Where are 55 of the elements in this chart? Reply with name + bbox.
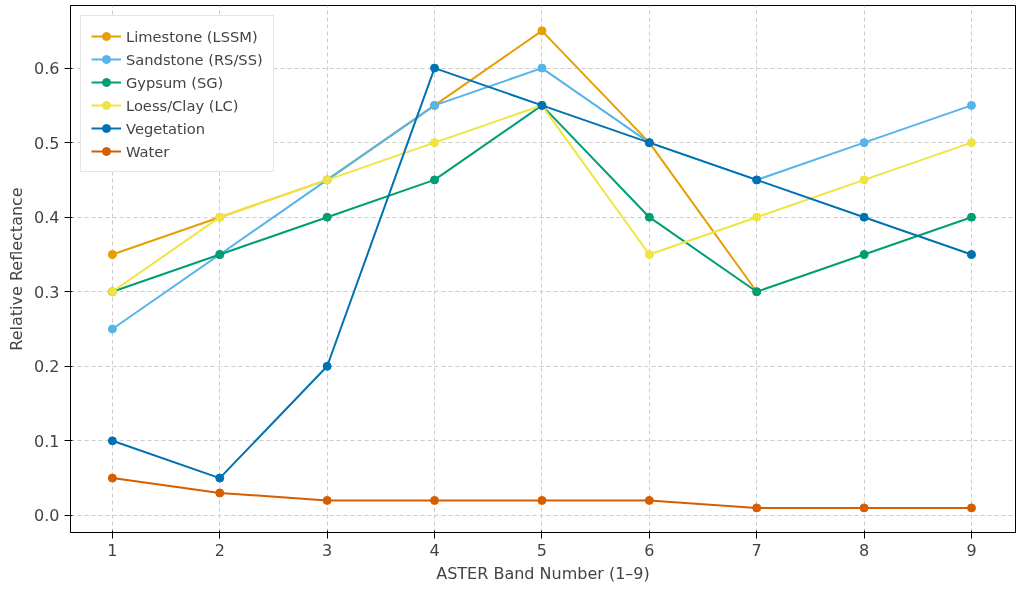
point xyxy=(107,324,117,334)
point xyxy=(966,249,976,259)
point xyxy=(966,100,976,110)
point xyxy=(322,495,332,505)
point xyxy=(859,138,869,148)
y-tick-label: 0.3 xyxy=(34,282,60,302)
x-tick-label: 7 xyxy=(751,540,762,560)
point xyxy=(215,473,225,483)
point xyxy=(322,212,332,222)
point xyxy=(430,495,440,505)
point xyxy=(107,473,117,483)
x-tick-label: 9 xyxy=(966,540,977,560)
point xyxy=(644,495,654,505)
y-tick-label: 0.4 xyxy=(34,208,60,228)
legend-label: Loess/Clay (LC) xyxy=(126,96,239,114)
x-tick-label: 4 xyxy=(429,540,440,560)
point xyxy=(537,495,547,505)
point xyxy=(966,138,976,148)
point xyxy=(430,63,440,73)
point xyxy=(966,212,976,222)
legend-label: Limestone (LSSM) xyxy=(126,27,258,45)
x-tick-label: 2 xyxy=(214,540,225,560)
legend-label: Vegetation xyxy=(126,119,206,137)
point xyxy=(859,249,869,259)
x-tick-label: 8 xyxy=(859,540,870,560)
x-tick-label: 5 xyxy=(536,540,548,560)
y-tick-label: 0.1 xyxy=(34,431,60,451)
legend-label: Water xyxy=(126,142,170,160)
point xyxy=(752,212,762,222)
point xyxy=(966,503,976,513)
point xyxy=(322,361,332,371)
point xyxy=(859,503,869,513)
point xyxy=(107,249,117,259)
point xyxy=(644,212,654,222)
y-axis-title: Relative Reflectance xyxy=(7,187,27,351)
y-tick-label: 0.0 xyxy=(34,506,60,526)
y-tick-label: 0.2 xyxy=(34,357,60,377)
point xyxy=(537,26,547,36)
y-tick-label: 0.5 xyxy=(34,133,60,153)
point xyxy=(430,138,440,148)
x-axis-title: ASTER Band Number (1–9) xyxy=(436,563,650,583)
point xyxy=(215,488,225,498)
legend-label: Gypsum (SG) xyxy=(126,73,224,91)
x-tick-label: 6 xyxy=(644,540,655,560)
x-tick-label: 1 xyxy=(107,540,118,560)
point xyxy=(430,175,440,185)
point xyxy=(859,212,869,222)
point xyxy=(537,63,547,73)
point xyxy=(107,436,117,446)
legend-label: Sandstone (RS/SS) xyxy=(126,50,263,68)
y-tick-label: 0.6 xyxy=(34,59,60,79)
point xyxy=(752,503,762,513)
point xyxy=(859,175,869,185)
x-tick-label: 3 xyxy=(322,540,333,560)
point xyxy=(644,249,654,259)
